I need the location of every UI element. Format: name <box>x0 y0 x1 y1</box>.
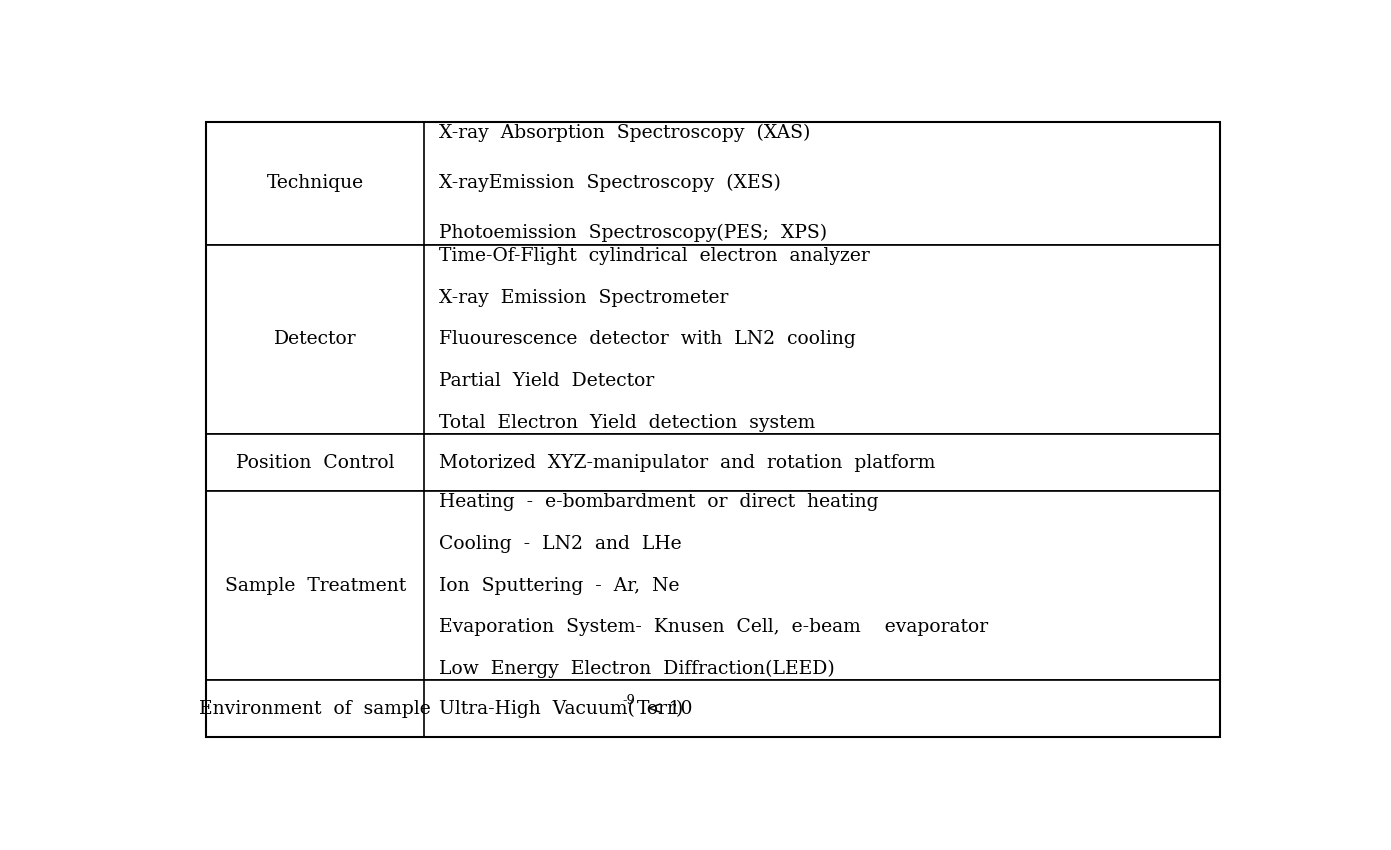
Text: Low  Energy  Electron  Diffraction(LEED): Low Energy Electron Diffraction(LEED) <box>440 660 835 677</box>
Text: Environment  of  sample: Environment of sample <box>199 700 431 717</box>
Text: Technique: Technique <box>267 174 363 192</box>
Text: X-ray  Emission  Spectrometer: X-ray Emission Spectrometer <box>440 289 729 307</box>
Text: Total  Electron  Yield  detection  system: Total Electron Yield detection system <box>440 414 815 432</box>
Text: Evaporation  System-  Knusen  Cell,  e-beam    evaporator: Evaporation System- Knusen Cell, e-beam … <box>440 618 989 636</box>
Text: X-rayEmission  Spectroscopy  (XES): X-rayEmission Spectroscopy (XES) <box>440 174 782 192</box>
Text: Cooling  -  LN2  and  LHe: Cooling - LN2 and LHe <box>440 535 682 553</box>
Text: Position  Control: Position Control <box>236 454 395 472</box>
Bar <box>206 434 1220 490</box>
Bar <box>206 490 1220 680</box>
Text: -9: -9 <box>623 694 636 707</box>
Text: Photoemission  Spectroscopy(PES;  XPS): Photoemission Spectroscopy(PES; XPS) <box>440 224 828 242</box>
Text: Time-Of-Flight  cylindrical  electron  analyzer: Time-Of-Flight cylindrical electron anal… <box>440 247 869 265</box>
Text: Motorized  XYZ-manipulator  and  rotation  platform: Motorized XYZ-manipulator and rotation p… <box>440 454 936 472</box>
Text: Partial  Yield  Detector: Partial Yield Detector <box>440 372 655 390</box>
Bar <box>206 245 1220 434</box>
Text: Detector: Detector <box>274 331 356 348</box>
Bar <box>206 122 1220 245</box>
Text: Torr): Torr) <box>637 700 684 717</box>
Text: Sample  Treatment: Sample Treatment <box>224 576 406 594</box>
Text: Ultra-High  Vacuum(  < 10: Ultra-High Vacuum( < 10 <box>440 700 693 717</box>
Text: X-ray  Absorption  Spectroscopy  (XAS): X-ray Absorption Spectroscopy (XAS) <box>440 124 811 143</box>
Text: Ion  Sputtering  -  Ar,  Ne: Ion Sputtering - Ar, Ne <box>440 576 680 594</box>
Text: Heating  -  e-bombardment  or  direct  heating: Heating - e-bombardment or direct heatin… <box>440 493 879 512</box>
Text: Fluourescence  detector  with  LN2  cooling: Fluourescence detector with LN2 cooling <box>440 331 855 348</box>
Bar <box>206 680 1220 737</box>
